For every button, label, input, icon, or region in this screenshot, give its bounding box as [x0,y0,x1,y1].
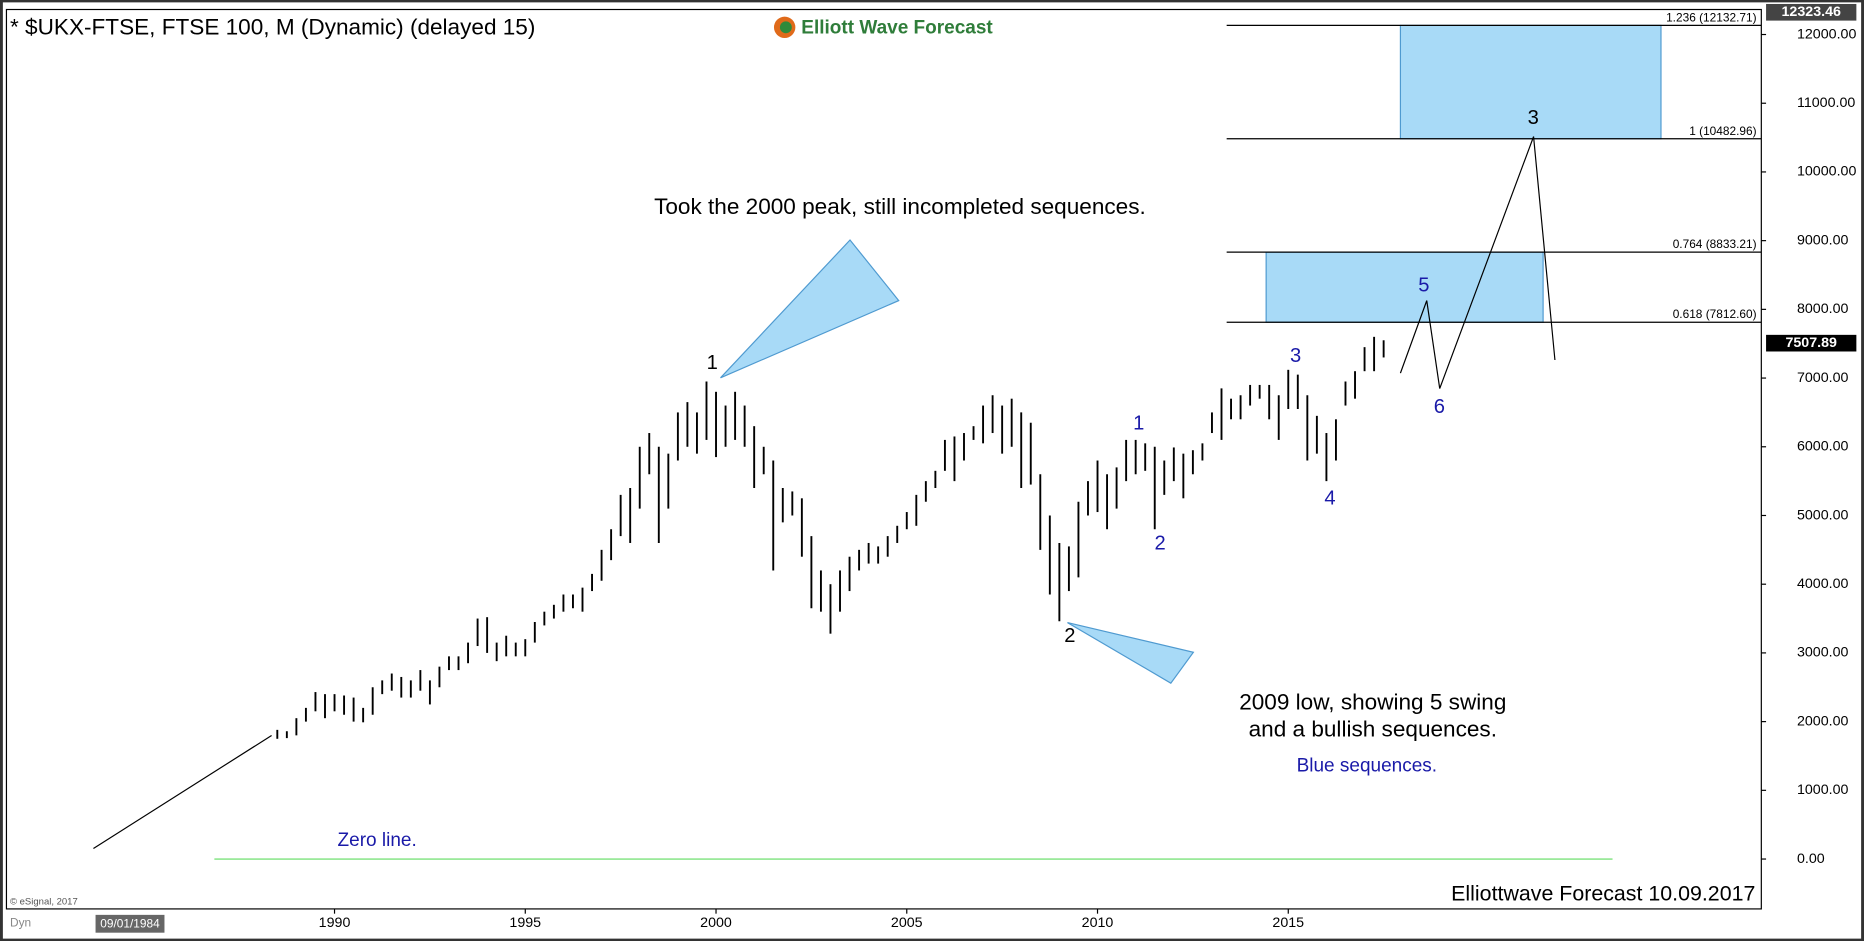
callout [720,239,900,379]
fib-label: 1 (10482.96) [1689,124,1756,138]
fib-label: 1.236 (12132.71) [1666,10,1756,24]
target-zone [1399,24,1662,140]
wave-label: 2 [1064,625,1075,647]
wave-label: 3 [1290,345,1301,367]
y-tick-label: 5000.00 [1797,507,1849,523]
y-tick-label: 6000.00 [1797,439,1849,455]
copyright: © eSignal, 2017 [10,896,78,907]
last-price-box [1766,334,1857,352]
x-tick-label: 2000 [700,915,732,931]
top-price: 12323.46 [1781,4,1841,20]
wave-label: 3 [1528,107,1539,129]
y-tick-label: 0.00 [1797,851,1825,867]
top-price-box [1766,3,1857,21]
projection-path [1399,136,1556,389]
trend-line [93,734,272,849]
last-price: 7507.89 [1785,335,1837,351]
chart-title: * $UKX-FTSE, FTSE 100, M (Dynamic) (dela… [10,14,535,39]
annotation: Zero line. [338,830,417,851]
y-tick-label: 11000.00 [1797,95,1855,111]
plot-area [5,8,1762,910]
wave-label: 1 [1133,412,1144,434]
wave-label: 5 [1418,275,1429,297]
fib-label: 0.764 (8833.21) [1673,237,1757,251]
x-tick-label: 2010 [1082,915,1114,931]
y-tick-label: 9000.00 [1797,232,1849,248]
fib-label: 0.618 (7812.60) [1673,307,1757,321]
wave-label: 2 [1155,532,1166,554]
y-tick-label: 2000.00 [1797,713,1849,729]
annotation: and a bullish sequences. [1249,717,1497,742]
y-tick-label: 4000.00 [1797,576,1849,592]
y-tick-label: 1000.00 [1797,782,1849,798]
wave-label: 6 [1434,396,1445,418]
y-tick-label: 8000.00 [1797,301,1849,317]
mode: Dyn [10,915,31,929]
cursor-date: 09/01/1984 [100,917,160,931]
x-tick-label: 2005 [891,915,923,931]
footer: Elliottwave Forecast 10.09.2017 [1451,881,1755,905]
wave-label: 1 [707,352,718,374]
annotation: 2009 low, showing 5 swing [1239,689,1506,714]
callout [1067,622,1195,684]
wave-label: 4 [1324,487,1335,509]
y-tick-label: 3000.00 [1797,645,1849,661]
target-zone [1265,251,1544,323]
x-tick-label: 1995 [509,915,541,931]
logo-icon [779,21,792,34]
x-tick-label: 1990 [319,915,351,931]
cursor-box [95,914,165,933]
y-tick-label: 10000.00 [1797,164,1857,180]
annotation: Took the 2000 peak, still incompleted se… [654,194,1146,219]
logo: Elliott Wave Forecast [801,18,993,39]
x-tick-label: 2015 [1272,915,1304,931]
y-tick-label: 7000.00 [1797,370,1849,386]
annotation: Blue sequences. [1297,755,1438,776]
y-tick-label: 12000.00 [1797,26,1857,42]
